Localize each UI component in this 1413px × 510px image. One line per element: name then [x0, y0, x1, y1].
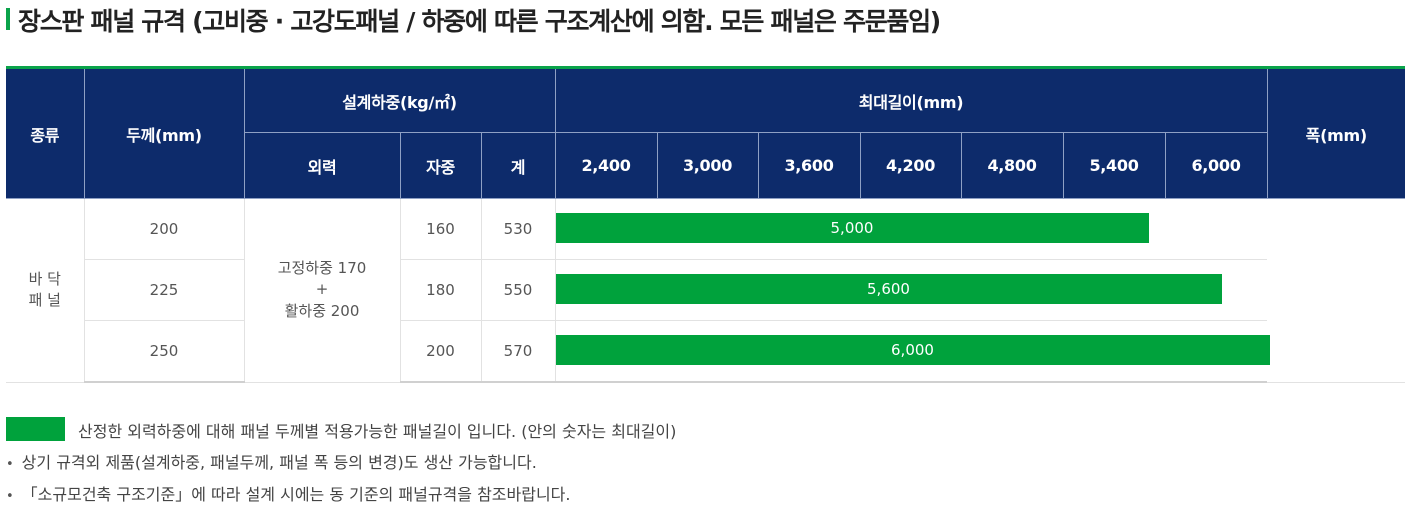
header-span-2400: 2,400 [554, 132, 658, 199]
max-length-bar: 5,000 [555, 213, 1149, 243]
header-max-length: 최대길이(mm) [554, 69, 1268, 133]
thickness-cell: 225 [84, 259, 245, 321]
header-span-5400: 5,400 [1062, 132, 1166, 199]
type-cell: 바 닥 패 널 [6, 198, 85, 383]
total-load-cell: 570 [481, 320, 556, 383]
thickness-cell: 200 [84, 198, 245, 260]
total-load-cell: 530 [481, 198, 556, 260]
self-weight-cell: 160 [400, 198, 482, 260]
header-self-weight: 자중 [399, 132, 482, 199]
header-design-load: 설계하중(kg/㎡) [243, 69, 556, 133]
title-accent-bar [6, 8, 10, 30]
legend-swatch [6, 417, 65, 441]
header-width: 폭(mm) [1266, 69, 1406, 199]
max-length-bar: 5,600 [555, 274, 1222, 304]
header-total: 계 [480, 132, 556, 199]
note-item: • 「소규모건축 구조기준」에 따라 설계 시에는 동 기준의 패널규격을 참조바… [6, 481, 571, 505]
width-cell [1267, 198, 1406, 383]
table-row: 225 180 550 5,600 [6, 259, 1405, 321]
max-length-cell: 5,000 [555, 198, 1268, 260]
bullet-icon: • [6, 457, 14, 472]
header-span-3000: 3,000 [656, 132, 759, 199]
bullet-icon: • [6, 489, 14, 504]
thickness-cell: 250 [84, 320, 245, 383]
type-line-2: 패 널 [28, 291, 61, 310]
table-row: 250 200 570 6,000 [6, 320, 1405, 383]
self-weight-cell: 180 [400, 259, 482, 321]
type-line-1: 바 닥 [28, 269, 61, 288]
max-length-cell: 5,600 [555, 259, 1268, 321]
self-weight-cell: 200 [400, 320, 482, 383]
external-load-line-2: + [315, 280, 329, 299]
note-text: 상기 규격외 제품(설계하중, 패널두께, 패널 폭 등의 변경)도 생산 가능… [21, 453, 537, 472]
external-load-cell: 고정하중 170 + 활하중 200 [244, 198, 401, 383]
header-span-3600: 3,600 [757, 132, 861, 199]
panel-spec-table: 종류 두께(mm) 설계하중(kg/㎡) 최대길이(mm) 폭(mm) 외력 자… [6, 69, 1406, 383]
external-load-line-3: 활하중 200 [284, 302, 360, 321]
header-span-4200: 4,200 [859, 132, 962, 199]
external-load-line-1: 고정하중 170 [277, 258, 367, 277]
title-divider [6, 66, 1405, 69]
legend-text: 산정한 외력하중에 대해 패널 두께별 적용가능한 패널길이 입니다. (안의 … [78, 422, 677, 441]
max-length-cell: 6,000 [555, 320, 1270, 383]
header-span-4800: 4,800 [960, 132, 1064, 199]
header-type: 종류 [6, 69, 85, 199]
header-external-force: 외력 [244, 132, 401, 199]
table-row: 바 닥 패 널 200 고정하중 170 + 활하중 200 160 530 5… [6, 198, 1406, 383]
header-span-6000: 6,000 [1164, 132, 1268, 199]
total-load-cell: 550 [481, 259, 556, 321]
max-length-bar: 6,000 [555, 335, 1270, 365]
page-title: 장스판 패널 규격 (고비중 · 고강도패널 / 하중에 따른 구조계산에 의함… [18, 7, 941, 36]
note-text: 「소규모건축 구조기준」에 따라 설계 시에는 동 기준의 패널규격을 참조바랍… [21, 485, 571, 504]
header-thickness: 두께(mm) [83, 69, 245, 199]
note-item: • 상기 규격외 제품(설계하중, 패널두께, 패널 폭 등의 변경)도 생산 가… [6, 449, 537, 473]
